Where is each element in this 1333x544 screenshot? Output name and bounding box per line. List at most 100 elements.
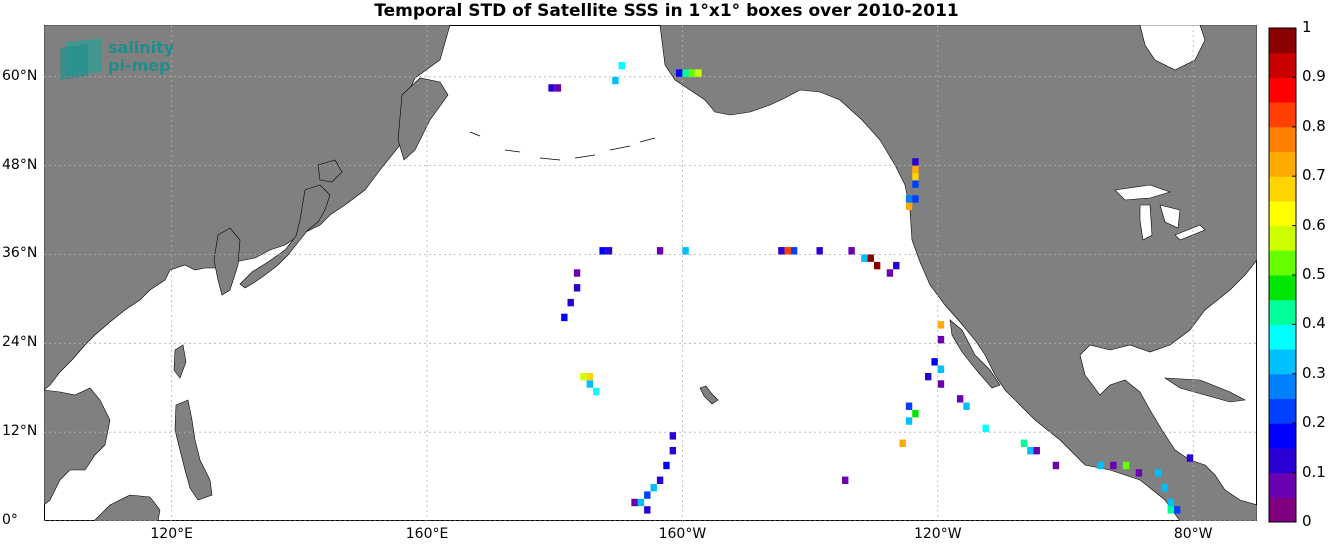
map-title: Temporal STD of Satellite SSS in 1°x1° b… bbox=[374, 1, 959, 21]
std-cell bbox=[905, 417, 913, 425]
colorbar-label: 0.3 bbox=[1302, 363, 1326, 382]
colorbar-label: 0.5 bbox=[1302, 265, 1326, 283]
colorbar bbox=[1268, 27, 1297, 523]
std-cell bbox=[937, 380, 945, 388]
std-cell bbox=[937, 321, 945, 329]
std-cell bbox=[618, 62, 625, 70]
std-cell bbox=[1154, 469, 1162, 477]
std-cell bbox=[573, 269, 581, 277]
std-cell bbox=[561, 313, 568, 322]
std-cell bbox=[682, 69, 689, 77]
std-cell bbox=[1033, 446, 1040, 455]
std-cell bbox=[1097, 461, 1104, 470]
lat-tick-label: 0° bbox=[2, 512, 18, 528]
std-cell bbox=[663, 461, 670, 470]
lat-tick-label: 24°N bbox=[2, 334, 38, 351]
std-cell bbox=[1174, 506, 1181, 514]
land-taiwan bbox=[173, 344, 187, 379]
std-cell bbox=[1186, 454, 1194, 462]
colorbar-segment bbox=[1269, 497, 1296, 523]
land-philippines bbox=[174, 399, 213, 501]
colorbar-segment bbox=[1269, 77, 1296, 103]
std-cell bbox=[912, 180, 919, 188]
std-cell bbox=[912, 165, 919, 174]
colorbar-segment bbox=[1269, 225, 1296, 251]
std-cell bbox=[816, 247, 823, 255]
lat-tick-label: 48°N bbox=[2, 156, 38, 173]
land-cuba bbox=[1163, 377, 1246, 403]
std-cell bbox=[784, 247, 791, 255]
std-cell bbox=[790, 247, 798, 255]
std-cell bbox=[893, 261, 900, 270]
std-cell bbox=[886, 269, 894, 277]
colorbar-segment bbox=[1269, 349, 1296, 375]
colorbar-segment bbox=[1269, 423, 1296, 449]
std-cell bbox=[1161, 483, 1168, 492]
lon-tick-label: 120°W bbox=[913, 526, 962, 542]
std-cell bbox=[656, 247, 664, 255]
land-hawaii bbox=[699, 385, 719, 405]
std-cell bbox=[1020, 439, 1028, 447]
colorbar-segment bbox=[1269, 447, 1296, 474]
std-cell bbox=[1110, 461, 1117, 470]
std-cell bbox=[1167, 498, 1175, 507]
std-cell bbox=[931, 358, 938, 366]
std-cell bbox=[912, 173, 919, 181]
std-cell bbox=[861, 254, 868, 262]
colorbar-label: 0.8 bbox=[1302, 116, 1326, 135]
lon-tick-label: 120°E bbox=[150, 526, 193, 542]
land-indochina bbox=[44, 387, 111, 506]
std-cell bbox=[1122, 461, 1130, 470]
logo-text-line1: salinity bbox=[108, 38, 175, 57]
std-cell bbox=[676, 69, 683, 77]
std-cell bbox=[873, 261, 881, 270]
std-cell bbox=[637, 498, 645, 507]
std-cell bbox=[982, 424, 989, 433]
std-cell bbox=[599, 247, 606, 255]
std-cell bbox=[644, 491, 651, 499]
std-cell bbox=[912, 158, 919, 166]
std-cell bbox=[956, 395, 964, 403]
lat-tick-label: 12°N bbox=[2, 423, 38, 440]
land-japan bbox=[239, 184, 331, 289]
land-baja bbox=[949, 319, 1001, 389]
colorbar-segment bbox=[1269, 275, 1296, 301]
land-borneo bbox=[94, 494, 161, 521]
colorbar-label: 1 bbox=[1302, 18, 1312, 36]
std-cell bbox=[912, 195, 919, 203]
std-cell bbox=[842, 476, 849, 484]
std-cell bbox=[1027, 446, 1034, 455]
lake-michigan bbox=[1139, 204, 1153, 241]
std-cell bbox=[1052, 461, 1060, 470]
std-cell bbox=[905, 195, 913, 203]
std-cell bbox=[1135, 469, 1143, 477]
std-cell bbox=[937, 335, 945, 344]
std-cell bbox=[695, 69, 702, 77]
std-cell bbox=[586, 380, 594, 388]
lon-tick-label: 160°W bbox=[658, 526, 707, 542]
std-cell bbox=[567, 298, 574, 307]
lake-huron bbox=[1159, 204, 1181, 229]
colorbar-segment bbox=[1269, 250, 1296, 276]
std-cell bbox=[912, 409, 919, 418]
std-cell bbox=[688, 69, 696, 77]
lon-tick-label: 160°E bbox=[405, 526, 449, 542]
colorbar-segment bbox=[1269, 126, 1296, 152]
land-korea bbox=[213, 227, 241, 296]
colorbar-segment bbox=[1269, 472, 1296, 498]
lake-erie bbox=[1174, 224, 1206, 241]
colorbar-label: 0.4 bbox=[1302, 314, 1326, 333]
land-aleutians bbox=[469, 131, 656, 161]
colorbar-label: 0 bbox=[1302, 512, 1312, 530]
std-cell bbox=[669, 432, 677, 440]
std-cell bbox=[644, 506, 651, 514]
graticule bbox=[44, 25, 1257, 521]
std-cell bbox=[905, 202, 913, 211]
std-cell bbox=[612, 76, 619, 85]
std-cell bbox=[548, 84, 555, 92]
std-cell bbox=[593, 387, 600, 396]
colorbar-label: 0.9 bbox=[1302, 67, 1326, 86]
std-cell bbox=[669, 446, 677, 455]
colorbar-segment bbox=[1269, 28, 1296, 54]
logo-text-line2: pi-mep bbox=[108, 56, 171, 75]
